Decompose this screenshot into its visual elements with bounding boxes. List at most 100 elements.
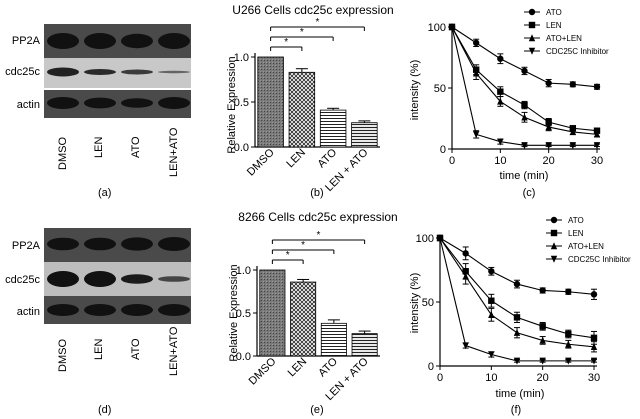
- marker-circle: [569, 81, 577, 88]
- marker-triangle-up: [565, 340, 572, 348]
- chart-title: 8266 Cells cdc25c expression: [238, 210, 397, 224]
- western-blot-bottom: PP2A cdc25c actin DMSO LEN ATO LEN+ATO (…: [5, 228, 191, 416]
- western-band: [47, 33, 79, 49]
- bar-len: [288, 71, 316, 148]
- significance-star: *: [284, 37, 288, 48]
- western-band: [121, 304, 153, 316]
- marker-circle: [550, 216, 558, 224]
- y-tick-label: 100: [428, 22, 446, 34]
- panel-label-b: (b): [310, 187, 323, 199]
- y-tick-label: 0.0: [234, 142, 249, 154]
- legend-label: ATO: [568, 216, 584, 225]
- marker-triangle-down: [590, 357, 598, 365]
- significance-star: *: [317, 230, 321, 241]
- marker-triangle-down: [436, 234, 444, 242]
- western-band: [47, 67, 79, 77]
- western-band: [121, 274, 153, 284]
- marker-triangle-down: [593, 142, 601, 150]
- western-band: [47, 97, 79, 109]
- western-band: [84, 33, 116, 49]
- marker-triangle-up: [593, 130, 601, 138]
- y-tick-label: 50: [422, 297, 434, 309]
- bar-dmso: [257, 56, 284, 148]
- significance-star: *: [301, 240, 305, 251]
- row-label-pp2a: PP2A: [12, 240, 41, 252]
- marker-triangle-down: [569, 142, 577, 150]
- marker-triangle-up: [590, 343, 598, 350]
- marker-circle: [472, 39, 480, 47]
- bar-chart-bottom: 8266 Cells cdc25c expression Relative Ex…: [228, 210, 398, 416]
- x-tick-label: 0: [449, 155, 455, 167]
- lane-label-ato: ATO: [130, 338, 142, 360]
- legend-label: ATO+LEN: [568, 242, 604, 251]
- marker-triangle-down: [497, 138, 504, 146]
- row-label-cdc25c: cdc25c: [5, 274, 40, 286]
- western-band: [158, 304, 190, 316]
- legend-label: LEN: [546, 21, 562, 30]
- western-band: [47, 304, 79, 316]
- category-label: ATO: [315, 146, 339, 170]
- marker-triangle-up: [550, 242, 558, 250]
- marker-triangle-up: [569, 128, 577, 136]
- marker-circle: [539, 287, 546, 294]
- chart-title: U266 Cells cdc25c expression: [232, 3, 393, 17]
- y-axis-label: Relative Expression: [226, 56, 238, 153]
- legend-label: LEN: [568, 229, 584, 238]
- bar-len-ato: [351, 333, 378, 357]
- marker-circle: [488, 268, 495, 275]
- marker-square: [565, 330, 572, 338]
- x-tick-label: 30: [591, 155, 603, 167]
- marker-circle: [590, 291, 598, 298]
- marker-square: [513, 314, 521, 321]
- panel-label-c: (c): [523, 187, 536, 199]
- legend-label: ATO+LEN: [546, 34, 582, 43]
- y-tick-label: 1.0: [234, 52, 249, 64]
- y-axis-label: intensity (%): [409, 60, 421, 121]
- marker-triangle-up: [497, 97, 504, 105]
- marker-triangle-up: [521, 113, 528, 121]
- marker-square: [521, 101, 528, 109]
- significance-star: *: [316, 17, 320, 28]
- marker-triangle-down: [462, 342, 469, 350]
- western-band: [158, 237, 190, 251]
- y-tick-label: 0: [440, 144, 446, 156]
- y-tick-label: 1.0: [236, 265, 251, 277]
- bar-len-ato: [351, 122, 378, 148]
- western-band: [84, 271, 116, 287]
- y-tick-label: 0.5: [234, 97, 249, 109]
- bar-ato: [320, 322, 347, 357]
- x-tick-label: 10: [494, 155, 506, 167]
- marker-triangle-up: [539, 336, 546, 344]
- legend-label: CDC25C Inhibitor: [546, 47, 609, 56]
- panel-label-d: (d): [98, 404, 111, 416]
- marker-triangle-down: [513, 357, 521, 365]
- marker-square: [545, 118, 552, 126]
- marker-circle: [462, 250, 469, 257]
- x-tick-label: 20: [537, 372, 549, 384]
- marker-circle: [528, 8, 536, 16]
- significance-star: *: [300, 27, 304, 38]
- bar-ato: [319, 109, 347, 148]
- significance-star: *: [286, 250, 290, 261]
- marker-triangle-down: [521, 142, 528, 150]
- marker-square: [497, 88, 504, 95]
- y-tick-label: 0.5: [236, 308, 251, 320]
- western-band: [84, 97, 116, 109]
- marker-circle: [565, 288, 572, 295]
- row-label-actin: actin: [17, 306, 40, 318]
- lane-label-len: LEN: [93, 137, 105, 158]
- marker-circle: [545, 79, 552, 87]
- lane-label-len-ato: LEN+ATO: [168, 127, 180, 177]
- lane-label-dmso: DMSO: [57, 339, 69, 372]
- marker-circle: [593, 83, 601, 90]
- western-band: [158, 33, 190, 49]
- marker-triangle-down: [550, 255, 558, 263]
- y-tick-label: 100: [416, 233, 434, 245]
- western-band: [47, 271, 79, 287]
- western-blot-top: PP2A cdc25c actin DMSO LEN ATO LEN+ATO (…: [5, 24, 191, 199]
- lane-label-ato: ATO: [130, 136, 142, 158]
- marker-triangle-up: [488, 311, 495, 318]
- panel-label-e: (e): [310, 404, 323, 416]
- line-chart-bottom: intensity (%) time (min) (f) 0 50 100 0 10 20…: [409, 216, 631, 416]
